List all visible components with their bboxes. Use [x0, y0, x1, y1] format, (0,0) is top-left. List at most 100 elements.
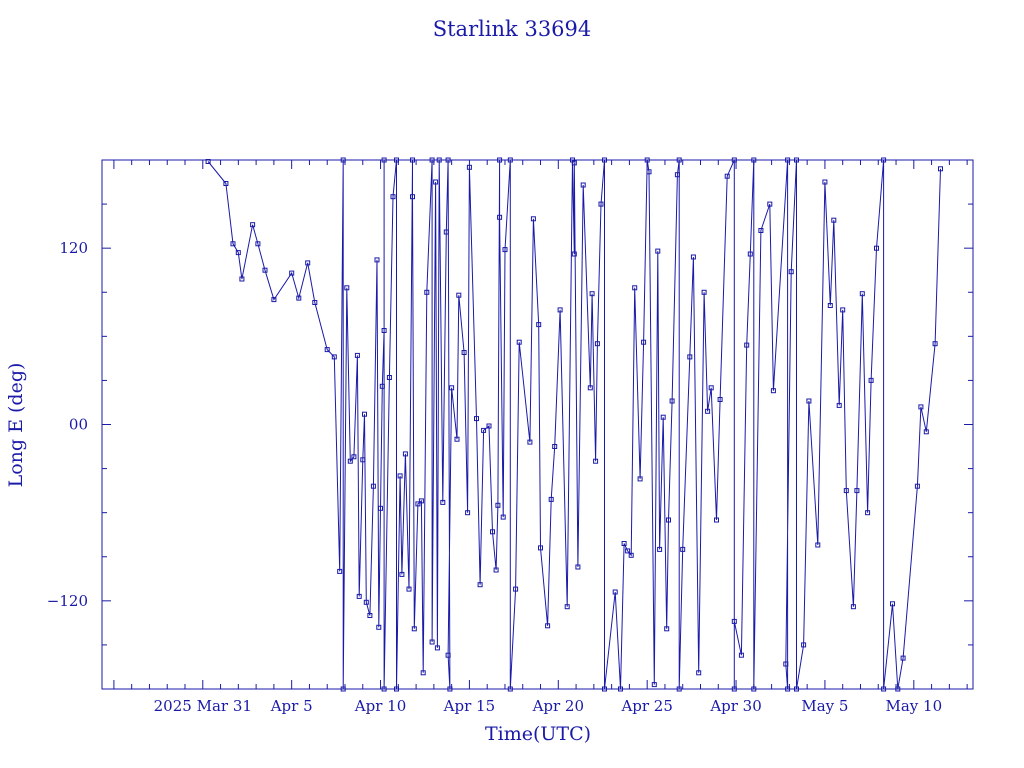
- data-point: [666, 517, 671, 523]
- data-point: [402, 451, 408, 457]
- data-point: [433, 179, 439, 185]
- data-point: [390, 194, 396, 200]
- x-tick-label: Apr 30: [709, 697, 761, 715]
- data-point: [434, 645, 440, 651]
- data-point: [868, 377, 874, 383]
- data-point: [714, 517, 719, 523]
- data-point: [571, 160, 577, 166]
- data-point: [230, 241, 236, 247]
- data-point: [840, 307, 846, 313]
- data-point: [831, 217, 837, 223]
- data-point: [271, 297, 277, 303]
- data-point: [411, 626, 417, 632]
- data-point: [641, 339, 647, 345]
- data-point: [545, 623, 551, 629]
- data-point: [806, 398, 812, 404]
- data-point: [738, 652, 744, 658]
- data-point: [461, 350, 467, 355]
- data-point: [621, 541, 627, 546]
- data-point: [399, 571, 405, 577]
- data-point: [376, 624, 382, 630]
- data-point: [687, 354, 693, 360]
- data-point: [466, 164, 472, 170]
- data-point: [918, 404, 924, 410]
- data-point: [379, 383, 385, 389]
- y-tick-label: −120: [47, 592, 88, 610]
- data-point: [801, 642, 807, 648]
- data-point: [589, 291, 595, 297]
- data-point: [575, 564, 581, 570]
- data-point: [516, 339, 522, 345]
- data-point: [406, 586, 412, 592]
- data-point: [440, 499, 446, 505]
- data-point: [674, 172, 680, 178]
- data-point: [454, 436, 460, 442]
- data-point: [657, 546, 663, 552]
- data-point: [235, 250, 241, 256]
- data-point: [223, 181, 229, 186]
- data-point: [587, 385, 593, 391]
- data-point: [660, 414, 666, 420]
- data-point: [637, 476, 643, 482]
- data-point: [827, 303, 833, 308]
- data-point: [874, 245, 879, 251]
- data-point: [443, 229, 449, 235]
- data-point: [456, 292, 462, 298]
- data-point: [625, 548, 631, 554]
- y-tick-label: 120: [59, 239, 88, 257]
- y-axis-label: Long E (deg): [5, 363, 27, 488]
- data-point: [262, 267, 268, 273]
- data-point: [429, 639, 435, 645]
- data-point: [337, 568, 343, 574]
- data-point: [758, 228, 764, 233]
- data-point: [632, 285, 638, 291]
- data-point: [900, 655, 906, 661]
- data-point: [289, 270, 295, 276]
- data-point: [363, 599, 369, 605]
- data-point: [564, 604, 570, 610]
- data-point: [356, 593, 362, 599]
- data-point: [865, 510, 871, 516]
- data-point: [445, 652, 451, 658]
- x-tick-label: Apr 25: [620, 697, 672, 715]
- data-point: [347, 458, 353, 464]
- data-point: [527, 439, 533, 445]
- data-point: [481, 427, 487, 433]
- data-point: [250, 222, 256, 228]
- data-point: [788, 269, 794, 275]
- series-line: [207, 159, 941, 690]
- data-point: [744, 342, 750, 348]
- data-point: [305, 260, 311, 266]
- data-point: [664, 626, 670, 632]
- data-point: [701, 289, 707, 295]
- x-tick-label: 2025 Mar 31: [154, 697, 252, 715]
- data-point: [370, 483, 376, 489]
- data-point: [717, 397, 723, 402]
- data-point: [815, 542, 821, 548]
- data-point: [324, 347, 330, 353]
- data-point: [651, 682, 657, 688]
- data-point: [783, 661, 789, 667]
- data-point: [628, 552, 634, 558]
- data-point: [938, 166, 943, 172]
- data-point: [530, 216, 536, 222]
- data-point: [705, 408, 711, 414]
- data-point: [932, 341, 938, 347]
- data-point: [669, 398, 675, 404]
- data-point: [724, 173, 730, 179]
- data-point: [767, 201, 773, 207]
- x-tick-label: Apr 5: [270, 697, 313, 715]
- data-point: [594, 341, 600, 347]
- x-tick-label: May 10: [885, 697, 942, 715]
- data-point: [502, 247, 508, 253]
- data-point: [843, 488, 849, 494]
- data-point: [495, 502, 501, 508]
- data-point: [500, 514, 506, 520]
- data-point: [593, 458, 599, 464]
- data-point: [557, 307, 563, 313]
- data-point: [747, 251, 753, 257]
- data-point: [850, 604, 856, 610]
- data-point: [497, 214, 503, 220]
- data-point: [770, 388, 776, 394]
